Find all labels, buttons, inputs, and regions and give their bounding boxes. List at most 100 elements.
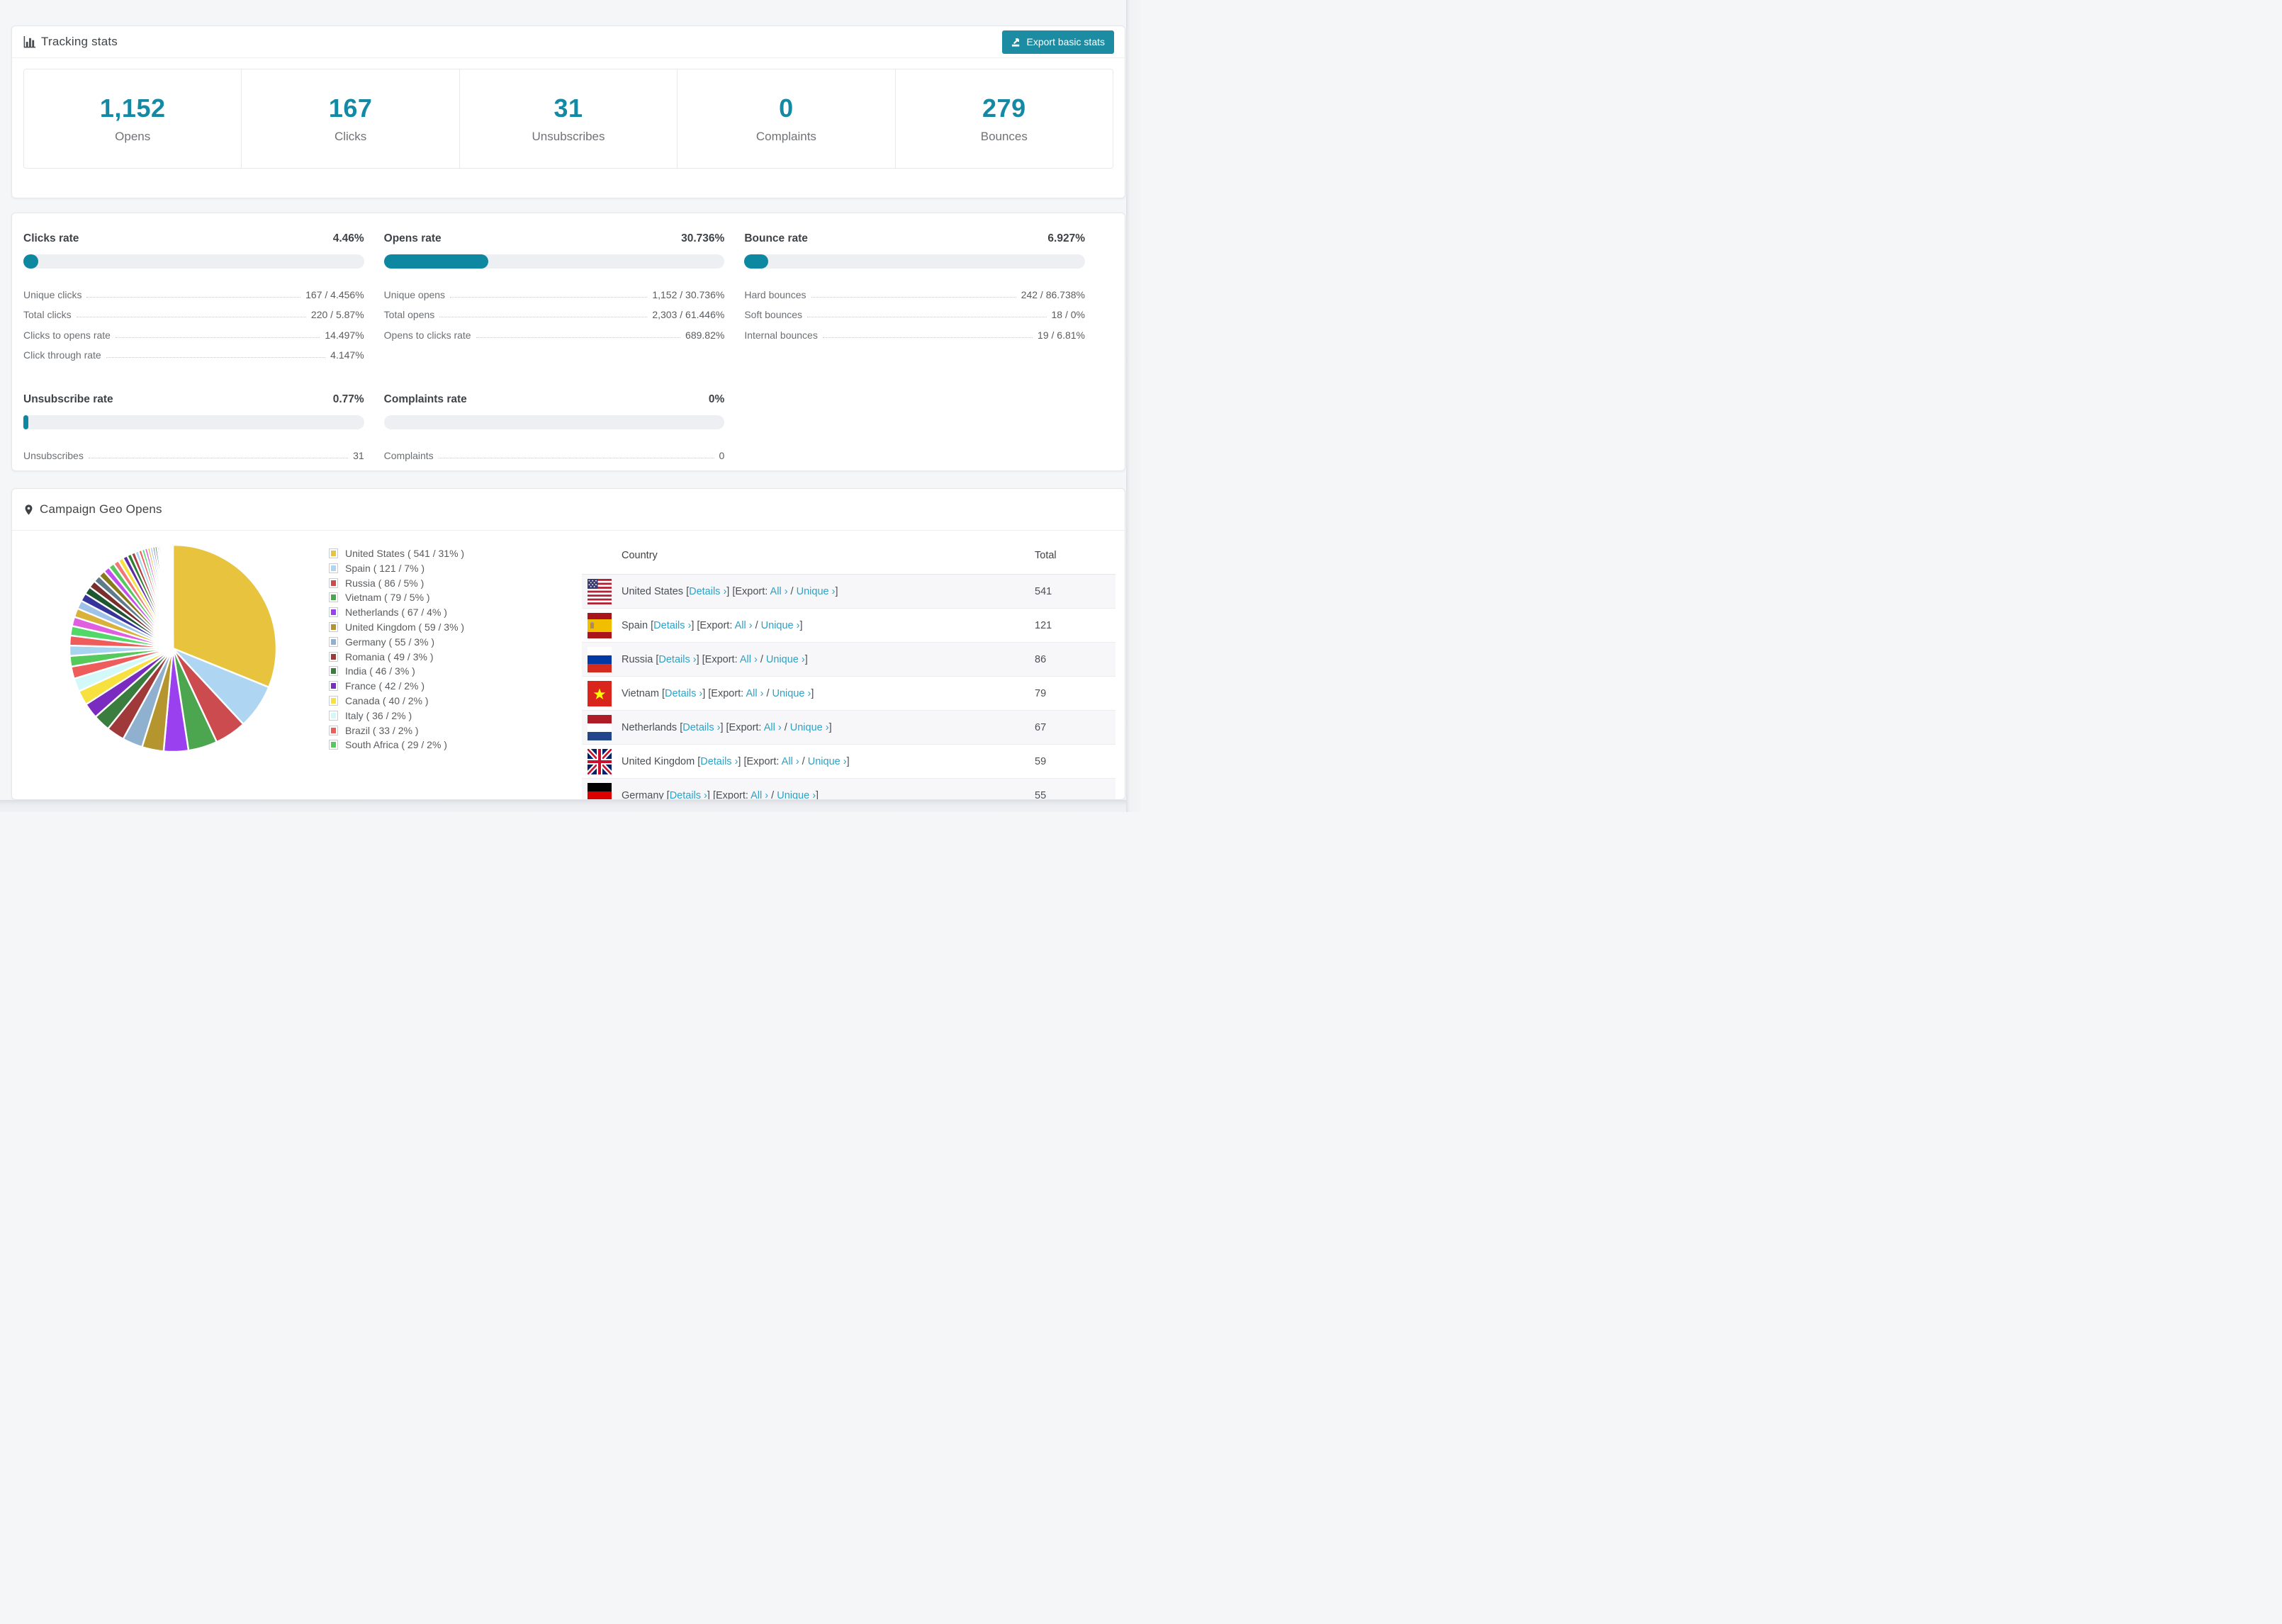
country-name: Vietnam [622, 688, 662, 699]
export-all-link[interactable]: All › [781, 756, 799, 767]
es-flag-icon [588, 613, 612, 638]
total-cell: 541 [1035, 586, 1052, 597]
legend-label: South Africa ( 29 / 2% ) [345, 739, 447, 751]
country-name: Netherlands [622, 722, 680, 733]
details-link[interactable]: Details › [669, 790, 707, 800]
legend-item[interactable]: South Africa ( 29 / 2% ) [329, 739, 464, 751]
total-column-header: Total [1035, 550, 1057, 561]
details-link[interactable]: Details › [682, 722, 721, 733]
pie-slice[interactable] [172, 543, 278, 689]
total-cell: 59 [1035, 756, 1047, 767]
export-unique-link[interactable]: Unique › [796, 586, 836, 597]
table-row: United States [Details ›] [Export: All ›… [582, 575, 1115, 609]
export-all-link[interactable]: All › [746, 688, 764, 699]
details-link[interactable]: Details › [653, 620, 692, 631]
export-prefix: ] [Export: [691, 620, 735, 631]
details-link[interactable]: Details › [700, 756, 738, 767]
rate-detail-row: Soft bounces 18 / 0% [744, 300, 1085, 320]
campaign-geo-opens-title: Campaign Geo Opens [40, 502, 162, 516]
details-link[interactable]: Details › [658, 654, 697, 665]
legend-swatch [329, 621, 338, 632]
legend-item[interactable]: Canada ( 40 / 2% ) [329, 695, 464, 706]
legend-item[interactable]: Romania ( 49 / 3% ) [329, 651, 464, 662]
rate-detail-label: Unique opens [383, 288, 446, 300]
country-name: United Kingdom [622, 756, 698, 767]
legend-label: France ( 42 / 2% ) [345, 680, 425, 692]
country-cell: United Kingdom [Details ›] [Export: All … [622, 745, 850, 779]
export-all-link[interactable]: All › [763, 722, 782, 733]
rate-value: 0.77% [332, 393, 364, 405]
campaign-geo-opens-card: Campaign Geo Opens United States ( 541 /… [11, 488, 1125, 800]
details-link[interactable]: Details › [689, 586, 727, 597]
export-basic-stats-label: Export basic stats [1026, 36, 1106, 47]
legend-swatch [329, 651, 338, 662]
export-all-link[interactable]: All › [734, 620, 753, 631]
export-unique-link[interactable]: Unique › [777, 790, 816, 800]
rate-value: 0% [708, 393, 725, 405]
legend-item[interactable]: Vietnam ( 79 / 5% ) [329, 592, 464, 603]
legend-swatch [329, 592, 338, 603]
legend-item[interactable]: United States ( 541 / 31% ) [329, 548, 464, 559]
rate-detail-row: Total opens 2,303 / 61.446% [384, 300, 725, 320]
legend-item[interactable]: France ( 42 / 2% ) [329, 680, 464, 692]
country-cell: United States [Details ›] [Export: All ›… [622, 575, 838, 609]
pie-slice[interactable] [172, 543, 174, 650]
legend-item[interactable]: United Kingdom ( 59 / 3% ) [329, 621, 465, 633]
legend-label: Spain ( 121 / 7% ) [345, 562, 425, 574]
export-all-link[interactable]: All › [770, 586, 788, 597]
rate-title: Opens rate [383, 232, 442, 244]
separator: / [799, 756, 808, 767]
bracket: ] [828, 722, 832, 733]
bracket: ] [816, 790, 819, 800]
rate-title: Unsubscribe rate [23, 393, 113, 405]
legend-swatch [329, 695, 338, 706]
export-unique-link[interactable]: Unique › [760, 620, 800, 631]
legend-item[interactable]: Brazil ( 33 / 2% ) [329, 725, 464, 736]
progress-bar-fill [23, 415, 28, 429]
rate-detail-label: Complaints [383, 449, 434, 461]
export-prefix: ] [Export: [696, 654, 740, 665]
legend-swatch [329, 725, 338, 735]
legend-item[interactable]: Russia ( 86 / 5% ) [329, 577, 464, 589]
rate-detail-label: Hard bounces [744, 288, 806, 300]
export-prefix: ] [Export: [707, 790, 751, 800]
vertical-scrollbar-track[interactable] [1126, 0, 1141, 812]
export-all-link[interactable]: All › [739, 654, 758, 665]
total-cell: 55 [1035, 790, 1047, 800]
rate-detail-value: 14.497% [325, 329, 364, 341]
progress-bar [23, 254, 364, 269]
rates-grid: Clicks rate 4.46% Unique clicks 167 / 4.456… [23, 232, 1085, 461]
rate-detail-value: 242 / 86.738% [1021, 288, 1085, 300]
rate-detail-label: Clicks to opens rate [23, 329, 111, 341]
export-basic-stats-button[interactable]: Export basic stats [1001, 30, 1114, 54]
rate-detail-row: Complaints 0 [384, 441, 725, 461]
legend-label: United Kingdom ( 59 / 3% ) [345, 621, 465, 633]
rate-panel-clicks-rate: Clicks rate 4.46% Unique clicks 167 / 4.456… [23, 232, 364, 361]
export-all-link[interactable]: All › [751, 790, 769, 800]
rate-detail-row: Clicks to opens rate 14.497% [23, 320, 364, 341]
separator: / [763, 688, 772, 699]
export-unique-link[interactable]: Unique › [807, 756, 847, 767]
legend-item[interactable]: Germany ( 55 / 3% ) [329, 636, 464, 648]
dotted-leader [86, 296, 301, 298]
legend-item[interactable]: Spain ( 121 / 7% ) [329, 562, 464, 574]
legend-swatch [329, 577, 338, 588]
nl-flag-icon [588, 715, 612, 740]
stat-summary-box: 1,152 Opens 167 Clicks 31 Unsubscribes 0 Compla… [23, 69, 1113, 169]
export-unique-link[interactable]: Unique › [772, 688, 811, 699]
stat-label: Bounces [980, 130, 1028, 143]
rate-title: Complaints rate [383, 393, 467, 405]
legend-item[interactable]: Italy ( 36 / 2% ) [329, 709, 464, 721]
map-pin-icon [25, 504, 33, 515]
dotted-leader [822, 337, 1033, 338]
export-unique-link[interactable]: Unique › [789, 722, 829, 733]
rate-detail-value: 1,152 / 30.736% [652, 288, 725, 300]
country-cell: Vietnam [Details ›] [Export: All › / Uni… [622, 677, 814, 711]
details-link[interactable]: Details › [665, 688, 703, 699]
export-unique-link[interactable]: Unique › [765, 654, 805, 665]
legend-label: Italy ( 36 / 2% ) [345, 709, 412, 721]
legend-item[interactable]: Netherlands ( 67 / 4% ) [329, 607, 464, 618]
legend-swatch [329, 666, 338, 677]
legend-item[interactable]: India ( 46 / 3% ) [329, 665, 464, 677]
total-cell: 67 [1035, 722, 1047, 733]
